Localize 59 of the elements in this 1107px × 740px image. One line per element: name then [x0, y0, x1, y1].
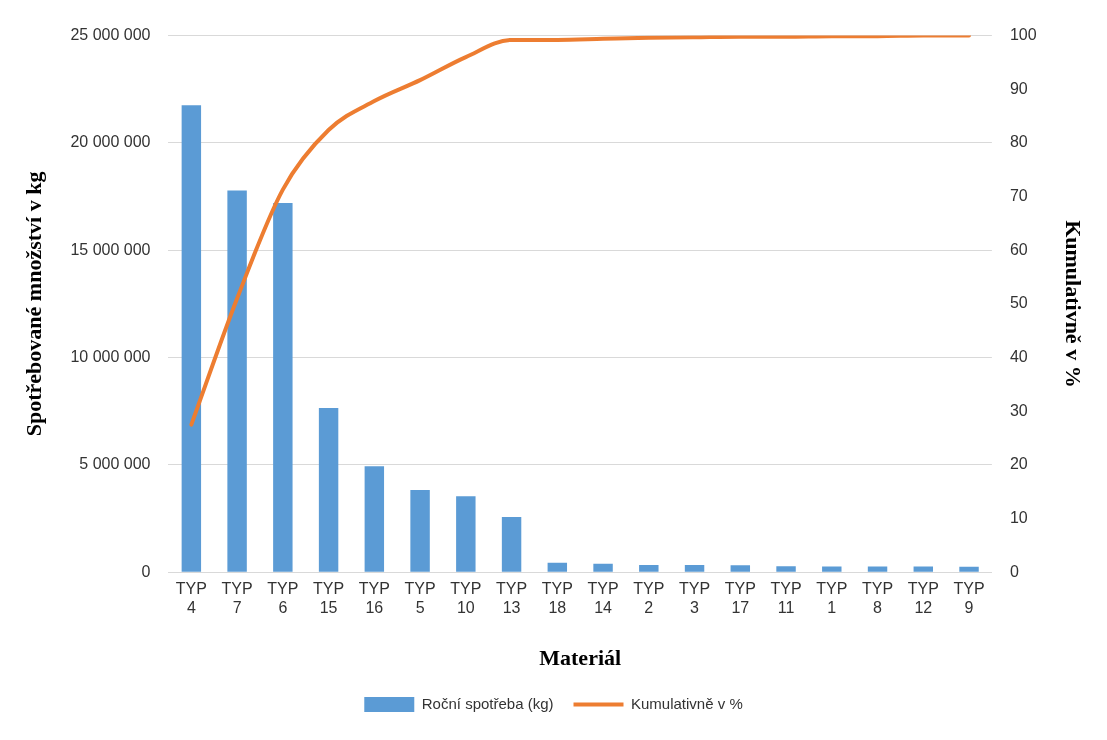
line-series: [189, 35, 972, 427]
bar: [959, 566, 979, 572]
x-tick-label: TYP 2: [633, 580, 665, 617]
y-tick-label: 0: [141, 562, 151, 580]
x-tick-label: TYP 8: [861, 580, 894, 617]
bar: [273, 203, 293, 572]
y2-tick-label: 80: [1009, 133, 1028, 151]
x-tick-label: TYP 17: [724, 580, 756, 617]
y-tick-label: 15 000 000: [70, 240, 151, 258]
y2-axis-title: Kumulativně v %: [1061, 220, 1087, 388]
bar: [227, 190, 247, 572]
x-tick-label: TYP 12: [907, 580, 939, 617]
x-tick-label: TYP 11: [770, 580, 802, 617]
bar: [181, 105, 202, 572]
bar: [822, 566, 842, 572]
x-tick-label: TYP 4: [175, 580, 207, 617]
bar: [867, 566, 888, 572]
x-tick-label: TYP 9: [953, 580, 985, 617]
bar: [593, 563, 613, 572]
x-tick-label: TYP 15: [313, 580, 345, 617]
bar: [410, 489, 430, 572]
x-tick-label: TYP 7: [221, 580, 253, 617]
y-axis-title: Spotřebované množství v kg: [20, 171, 46, 437]
x-tick-label: TYP 10: [450, 580, 482, 617]
y2-tick-label: 10: [1009, 508, 1028, 526]
x-tick-label: TYP 6: [267, 580, 299, 617]
x-tick-label: TYP 18: [541, 580, 573, 617]
legend-label: Kumulativně v %: [631, 694, 743, 712]
y2-tick-label: 20: [1009, 455, 1028, 473]
y2-tick-label: 30: [1009, 401, 1028, 419]
y2-tick-label: 100: [1009, 26, 1037, 44]
bar: [639, 564, 659, 572]
y-tick-label: 25 000 000: [70, 26, 151, 44]
y2-tick-label: 50: [1009, 294, 1028, 312]
y2-tick-label: 90: [1009, 79, 1028, 97]
bar: [547, 562, 568, 572]
x-tick-label: TYP 13: [496, 580, 528, 617]
bar: [501, 517, 522, 572]
y-tick-label: 5 000 000: [79, 455, 151, 473]
x-tick-label: TYP 5: [404, 580, 436, 617]
legend-label: Roční spotřeba (kg): [421, 694, 554, 712]
x-axis-title: Materiál: [539, 645, 622, 671]
x-tick-label: TYP 16: [358, 580, 390, 617]
x-tick-label: TYP 1: [816, 580, 848, 617]
y2-tick-label: 60: [1009, 240, 1028, 258]
bar: [776, 566, 796, 572]
bar: [684, 565, 705, 572]
y2-tick-label: 0: [1009, 562, 1019, 580]
y2-tick-label: 70: [1009, 186, 1028, 204]
x-tick-label: TYP 14: [587, 580, 619, 617]
bar: [364, 466, 385, 572]
y-tick-label: 20 000 000: [70, 133, 151, 151]
bar: [456, 496, 476, 572]
x-tick-label: TYP 3: [678, 580, 711, 617]
y-tick-label: 10 000 000: [70, 347, 151, 365]
y2-tick-label: 40: [1009, 347, 1028, 365]
bar: [730, 565, 751, 572]
bar: [318, 408, 339, 572]
bar: [913, 566, 934, 572]
